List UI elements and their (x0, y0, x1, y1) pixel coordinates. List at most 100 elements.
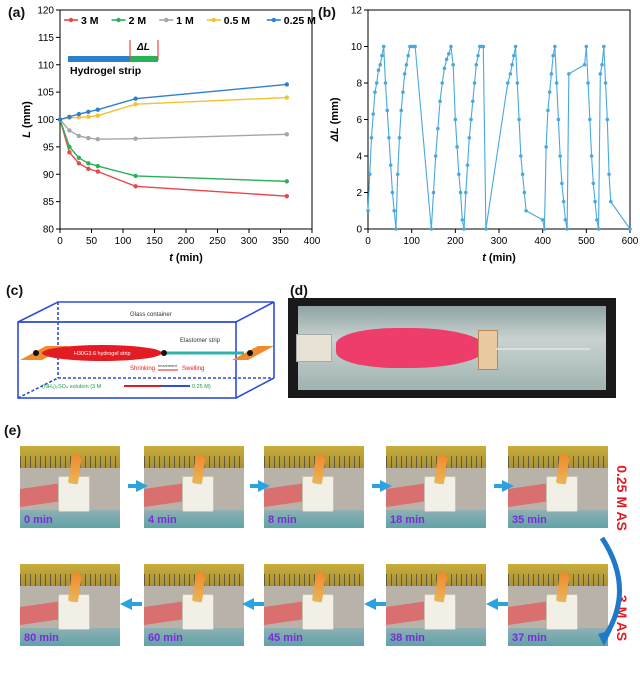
ruler (144, 446, 244, 468)
data-point (508, 72, 513, 76)
y-tick-label: 100 (37, 115, 54, 126)
time-label: 8 min (268, 514, 297, 526)
water (508, 510, 608, 528)
x-axis-var: t (482, 252, 487, 264)
data-point (67, 114, 72, 119)
timelapse-photo: 8 min (264, 446, 364, 528)
timelapse-photo: 80 min (20, 564, 120, 646)
water (264, 510, 364, 528)
data-point (57, 117, 63, 122)
legend-marker (116, 17, 121, 23)
legend-entry: 0.5 M (224, 15, 251, 27)
inset-delta-label: ΔL (136, 42, 150, 53)
series-line (59, 96, 287, 121)
x-tick-label: 500 (578, 236, 595, 247)
x-axis-var: t (169, 252, 174, 264)
data-point (481, 44, 486, 49)
clamp (302, 476, 334, 512)
data-point (451, 62, 455, 67)
water (508, 628, 608, 646)
shrinking-label: Shrinking (130, 366, 155, 372)
data-point (367, 172, 372, 177)
legend-marker (211, 17, 216, 23)
y-axis-unit: (mm) (329, 97, 341, 127)
data-point (628, 227, 632, 231)
legend-entry: 2 M (129, 15, 147, 27)
data-point (438, 99, 442, 104)
curved-arrow (598, 536, 622, 646)
series-line (59, 119, 287, 140)
time-label: 60 min (148, 632, 183, 644)
timelapse-photo: 35 min (508, 446, 608, 528)
data-point (373, 90, 377, 94)
data-point (95, 137, 101, 142)
data-point (76, 111, 82, 117)
data-point (474, 62, 479, 67)
left-clip-photo (296, 334, 332, 362)
x-tick-label: 0 (365, 236, 371, 247)
y-tick-label: 80 (43, 225, 55, 236)
data-point (542, 227, 547, 231)
x-axis-label: t (min) (482, 252, 516, 264)
data-point (76, 155, 82, 161)
data-point (549, 72, 554, 76)
panel-d-photo (288, 298, 616, 398)
data-point (554, 81, 559, 85)
data-point (284, 132, 289, 137)
data-point (465, 163, 470, 167)
data-point (517, 117, 521, 122)
water (20, 510, 120, 528)
data-point (436, 126, 440, 131)
data-point (374, 81, 379, 85)
data-point (467, 135, 472, 140)
y-axis-unit: (mm) (21, 101, 33, 131)
solution-label: (NH₄)₂SO₄ solution (3 M (42, 384, 102, 390)
data-point (431, 190, 436, 195)
data-point (444, 57, 449, 62)
legend-marker (271, 17, 276, 23)
x-tick-label: 400 (534, 236, 551, 247)
x-tick-label: 100 (403, 236, 420, 247)
data-point (513, 44, 518, 49)
data-point (390, 190, 395, 195)
timelapse-photo: 45 min (264, 564, 364, 646)
water (20, 628, 120, 646)
timelapse-photo: 60 min (144, 564, 244, 646)
data-point (464, 190, 468, 195)
glass-container-box (17, 301, 275, 399)
solution-end-label: 0.25 M) (192, 384, 211, 390)
data-point (598, 72, 603, 76)
data-point (371, 112, 376, 116)
x-tick-label: 50 (86, 236, 98, 247)
right-pin (247, 350, 253, 356)
series-line (59, 119, 287, 183)
data-point (471, 99, 475, 104)
inset-strip-blue (68, 56, 130, 62)
series-line (367, 45, 631, 230)
data-point (469, 117, 473, 122)
time-label: 45 min (268, 632, 303, 644)
timelapse-photo: 0 min (20, 446, 120, 528)
x-tick-label: 150 (146, 236, 163, 247)
data-point (387, 135, 391, 140)
water (386, 510, 486, 528)
data-point (560, 181, 564, 186)
data-point (385, 108, 390, 113)
data-point (565, 227, 569, 231)
arrow-left-icon (242, 598, 264, 610)
data-point (133, 136, 138, 141)
data-point (563, 218, 568, 222)
data-point (442, 66, 447, 71)
x-tick-label: 400 (304, 236, 320, 247)
data-point (413, 44, 417, 49)
y-tick-label: 4 (356, 152, 362, 163)
arrow-left-icon (486, 598, 508, 610)
hydrogel-strip-photo (336, 328, 486, 368)
data-point (510, 62, 514, 67)
panel-label-a: (a) (8, 4, 26, 20)
swelling-label: Swelling (182, 366, 204, 372)
data-point (462, 227, 466, 231)
y-axis-label: L (mm) (21, 101, 33, 138)
data-point (67, 150, 72, 155)
panel-label-d: (d) (290, 282, 308, 298)
